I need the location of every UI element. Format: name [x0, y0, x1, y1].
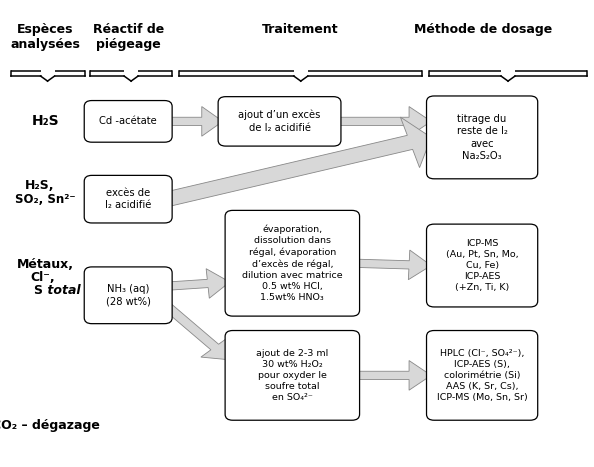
Text: S: S: [34, 284, 43, 297]
Polygon shape: [163, 304, 230, 360]
Text: Cd -acétate: Cd -acétate: [99, 116, 157, 127]
Text: Espèces
analysées: Espèces analysées: [11, 23, 80, 51]
Text: ajout d’un excès
de I₂ acidifié: ajout d’un excès de I₂ acidifié: [238, 110, 321, 133]
Text: NH₃ (aq)
(28 wt%): NH₃ (aq) (28 wt%): [106, 284, 151, 306]
Text: Métaux,: Métaux,: [17, 258, 74, 271]
FancyBboxPatch shape: [426, 331, 538, 420]
Text: Traitement: Traitement: [261, 23, 338, 36]
Polygon shape: [167, 269, 230, 298]
FancyBboxPatch shape: [225, 331, 359, 420]
Text: SO₂, Sn²⁻: SO₂, Sn²⁻: [15, 193, 76, 205]
Polygon shape: [165, 117, 431, 206]
Text: titrage du
reste de I₂
avec
Na₂S₂O₃: titrage du reste de I₂ avec Na₂S₂O₃: [457, 114, 507, 161]
Polygon shape: [336, 106, 431, 136]
Polygon shape: [168, 106, 223, 136]
Text: Cl⁻,: Cl⁻,: [30, 271, 55, 284]
Text: total: total: [43, 284, 80, 297]
Text: excès de
I₂ acidifié: excès de I₂ acidifié: [105, 188, 151, 210]
Polygon shape: [355, 250, 431, 280]
Text: H₂S: H₂S: [31, 114, 59, 128]
Text: H₂S,: H₂S,: [25, 179, 55, 192]
Text: ajout de 2-3 ml
30 wt% H₂O₂
pour oxyder le
soufre total
en SO₄²⁻: ajout de 2-3 ml 30 wt% H₂O₂ pour oxyder …: [256, 349, 328, 402]
Text: évaporation,
dissolution dans
régal, évaporation
d’excès de régal,
dilution avec: évaporation, dissolution dans régal, éva…: [242, 225, 343, 302]
FancyBboxPatch shape: [426, 224, 538, 307]
FancyBboxPatch shape: [84, 267, 172, 324]
FancyBboxPatch shape: [84, 100, 172, 142]
Text: Méthode de dosage: Méthode de dosage: [414, 23, 552, 36]
Text: Réactif de
piégeage: Réactif de piégeage: [93, 23, 164, 51]
Text: HPLC (Cl⁻, SO₄²⁻),
ICP-AES (S),
colorimétrie (Si)
AAS (K, Sr, Cs),
ICP-MS (Mo, S: HPLC (Cl⁻, SO₄²⁻), ICP-AES (S), colorimé…: [437, 349, 527, 402]
Polygon shape: [355, 361, 431, 390]
Text: ICP-MS
(Au, Pt, Sn, Mo,
Cu, Fe)
ICP-AES
(+Zn, Ti, K): ICP-MS (Au, Pt, Sn, Mo, Cu, Fe) ICP-AES …: [446, 239, 519, 292]
FancyBboxPatch shape: [225, 211, 359, 316]
FancyBboxPatch shape: [84, 176, 172, 223]
FancyBboxPatch shape: [426, 96, 538, 179]
Text: CO₂ – dégazage: CO₂ – dégazage: [0, 419, 99, 432]
FancyBboxPatch shape: [218, 97, 341, 146]
